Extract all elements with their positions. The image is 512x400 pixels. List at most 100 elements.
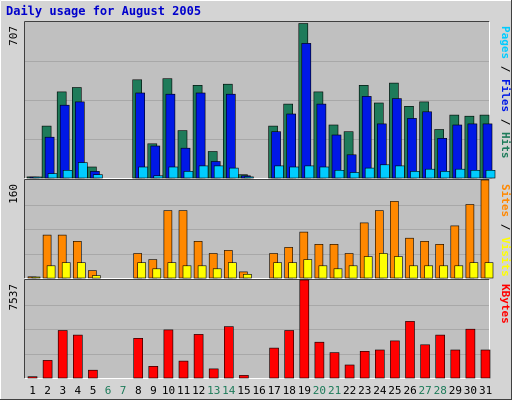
day-tick-label: 23: [358, 384, 371, 397]
bar-kbytes-day-20: [314, 341, 325, 379]
bar-kbytes-day-1: [27, 376, 38, 379]
y-max-label: 707: [7, 26, 20, 46]
bar-sites-day-20: [318, 265, 328, 279]
bar-files-day-2: [44, 136, 55, 179]
bar-sites-day-1: [31, 276, 41, 279]
day-tick-label: 19: [298, 384, 311, 397]
bar-files-day-10: [165, 93, 176, 179]
bar-pages-day-5: [93, 174, 103, 179]
bar-sites-day-11: [182, 265, 192, 279]
day-tick-label: 8: [135, 384, 142, 397]
bar-kbytes-day-27: [420, 344, 430, 379]
bar-sites-day-3: [61, 262, 71, 279]
day-tick-label: 20: [313, 384, 326, 397]
bar-pages-day-12: [198, 165, 209, 179]
bar-sites-day-5: [92, 275, 101, 279]
bar-kbytes-day-9: [148, 365, 159, 379]
y-max-label: 7537: [7, 284, 20, 311]
bar-files-day-12: [195, 92, 206, 179]
bar-pages-day-23: [364, 167, 375, 179]
legend-part-2: Files: [499, 79, 512, 112]
bar-pages-day-28: [440, 171, 451, 179]
bar-kbytes-day-22: [344, 364, 355, 379]
bar-files-day-8: [135, 92, 145, 179]
bar-pages-day-3: [62, 170, 73, 179]
bar-kbytes-day-11: [178, 360, 189, 379]
bar-files-day-23: [361, 96, 372, 179]
day-tick-label: 11: [177, 384, 190, 397]
bar-sites-day-25: [394, 256, 403, 279]
bar-sites-day-27: [424, 265, 433, 279]
bar-pages-day-17: [274, 165, 284, 179]
day-tick-label: 5: [90, 384, 97, 397]
bar-sites-day-26: [409, 265, 418, 279]
legend-part-0: Pages: [499, 26, 512, 59]
legend-part-0: Sites: [499, 184, 512, 217]
bar-pages-day-29: [455, 168, 466, 179]
legend-part-1: /: [499, 217, 512, 237]
bar-pages-day-1: [32, 176, 43, 179]
day-tick-label: 26: [403, 384, 416, 397]
bar-kbytes-day-10: [163, 329, 174, 379]
day-tick-label: 25: [388, 384, 401, 397]
bar-files-day-26: [407, 118, 417, 179]
bar-pages-day-21: [334, 170, 345, 179]
day-tick-label: 16: [252, 384, 265, 397]
bar-sites-day-9: [152, 268, 162, 279]
bar-kbytes-day-18: [284, 330, 295, 379]
chart-panels: 707 Pages / Files / Hits 160 Sites / Visits…: [7, 21, 512, 379]
bar-kbytes-day-4: [73, 334, 83, 379]
bar-kbytes-day-13: [208, 368, 219, 379]
bar-kbytes-day-24: [374, 349, 385, 379]
bar-sites-day-21: [333, 268, 343, 279]
day-tick-label: 22: [343, 384, 356, 397]
bar-pages-day-10: [168, 166, 179, 179]
bar-kbytes-day-25: [390, 340, 400, 379]
bar-pages-day-30: [470, 170, 481, 179]
day-tick-label: 30: [464, 384, 477, 397]
day-tick-label: 4: [74, 384, 81, 397]
bar-sites-day-30: [469, 262, 479, 279]
bar-pages-day-27: [425, 168, 435, 179]
day-tick-label: 31: [479, 384, 492, 397]
series-legend-label: Pages / Files / Hits: [499, 26, 512, 159]
bar-kbytes-day-30: [465, 328, 476, 379]
bar-sites-day-19: [303, 259, 313, 279]
bar-pages-day-22: [349, 172, 360, 179]
bar-files-day-14: [226, 93, 236, 179]
panel-kbytes: 7537 KBytes: [7, 279, 512, 379]
bar-kbytes-day-3: [57, 330, 68, 379]
bar-sites-day-12: [197, 265, 207, 279]
bar-pages-day-25: [395, 165, 405, 179]
bar-pages-day-2: [47, 173, 58, 179]
bar-sites-day-24: [378, 253, 388, 279]
panel-sites-visits: 160 Sites / Visits: [7, 179, 512, 279]
bar-kbytes-day-8: [133, 337, 143, 379]
bar-pages-day-8: [138, 166, 148, 179]
bar-sites-day-17: [273, 262, 282, 279]
bar-sites-day-28: [439, 265, 449, 279]
bar-pages-day-4: [78, 162, 88, 179]
bar-pages-day-24: [379, 164, 390, 179]
day-tick-label: 24: [373, 384, 387, 397]
bar-pages-day-11: [183, 171, 194, 179]
bar-kbytes-day-5: [88, 369, 98, 379]
bar-kbytes-day-28: [435, 334, 446, 379]
bars-sites-visits: [27, 179, 494, 279]
bar-sites-day-4: [77, 262, 86, 279]
series-legend-label: Sites / Visits: [499, 184, 512, 277]
day-tick-label: 3: [59, 384, 66, 397]
bar-sites-day-13: [212, 268, 222, 279]
bar-kbytes-day-31: [480, 349, 491, 379]
day-tick-label: 7: [120, 384, 127, 397]
bar-kbytes-day-14: [224, 326, 234, 379]
bar-files-day-31: [482, 123, 493, 179]
day-tick-label: 15: [237, 384, 250, 397]
bar-sites-day-29: [454, 265, 464, 279]
bar-kbytes-day-26: [405, 321, 415, 379]
day-tick-label: 18: [283, 384, 296, 397]
day-tick-label: 13: [207, 384, 220, 397]
legend-part-2: Visits: [499, 237, 512, 277]
bar-kbytes-day-29: [450, 349, 461, 379]
